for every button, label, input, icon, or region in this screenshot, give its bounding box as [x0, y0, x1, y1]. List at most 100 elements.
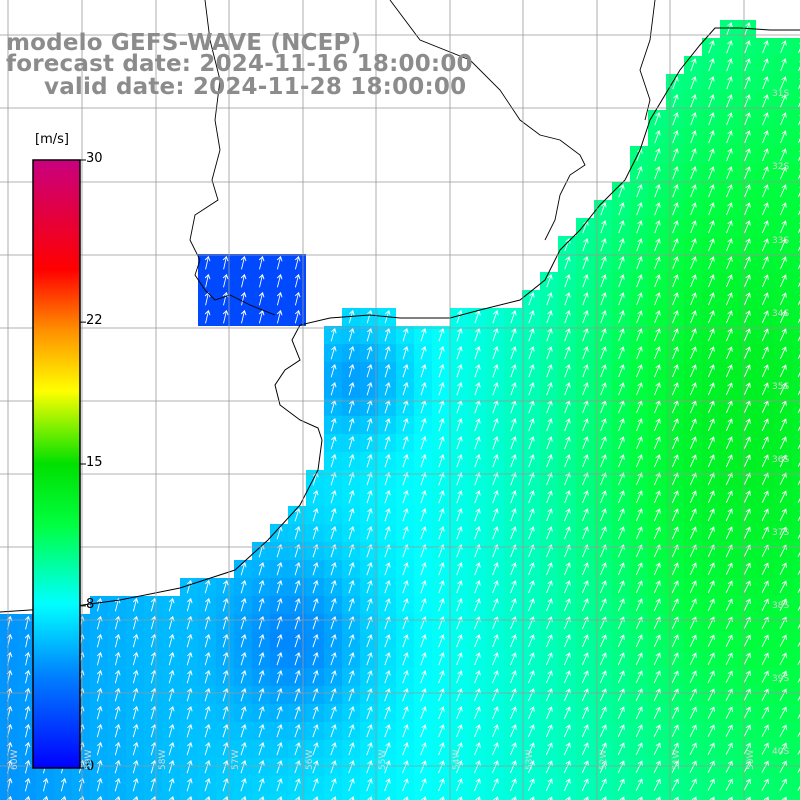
wind-arrow	[132, 651, 139, 666]
wind-arrow	[114, 633, 121, 648]
wind-arrow	[744, 112, 751, 126]
wind-arrow	[635, 652, 643, 666]
wind-arrow	[491, 778, 499, 792]
wind-arrow	[725, 670, 733, 684]
wind-arrow	[671, 472, 679, 486]
wind-arrow	[761, 688, 769, 701]
wind-arrow	[509, 778, 517, 792]
wind-arrow	[204, 579, 211, 594]
longitude-label: 54W	[452, 749, 462, 770]
wind-cell	[792, 344, 800, 362]
wind-cell	[540, 794, 558, 800]
wind-cell	[594, 794, 612, 800]
wind-arrow	[797, 709, 800, 719]
wind-arrow	[510, 598, 517, 612]
wind-cell	[486, 794, 504, 800]
wind-arrow	[635, 598, 643, 612]
wind-cell	[432, 794, 450, 800]
wind-cell	[144, 794, 162, 800]
wind-arrow	[743, 418, 751, 432]
wind-arrow	[294, 597, 301, 612]
wind-arrow	[743, 598, 751, 612]
wind-arrow	[312, 598, 319, 612]
wind-arrow	[527, 760, 535, 774]
wind-arrow	[672, 256, 679, 270]
wind-arrow	[744, 94, 751, 108]
wind-arrow	[798, 114, 800, 126]
wind-arrow	[330, 417, 337, 432]
wind-arrow	[654, 292, 661, 306]
wind-arrow	[510, 688, 517, 702]
wind-arrow	[582, 472, 589, 486]
wind-arrow	[258, 579, 265, 594]
wind-arrow	[779, 454, 787, 467]
wind-arrow	[743, 364, 751, 378]
wind-arrow	[528, 526, 535, 540]
longitude-label: 59W	[84, 749, 94, 770]
wind-arrow	[618, 292, 625, 306]
longitude-label: 56W	[305, 749, 315, 770]
wind-arrow	[168, 705, 175, 720]
wind-arrow	[797, 673, 800, 683]
wind-arrow	[420, 490, 427, 504]
wind-arrow	[690, 76, 697, 90]
wind-cell	[792, 380, 800, 398]
wind-arrow	[186, 705, 193, 720]
wind-arrow	[528, 328, 535, 342]
wind-cell	[720, 794, 738, 800]
wind-arrow	[348, 562, 355, 576]
wind-arrow	[582, 346, 589, 360]
wind-cell	[396, 794, 414, 800]
wind-arrow	[168, 633, 175, 648]
wind-arrow	[258, 255, 265, 270]
wind-arrow	[330, 688, 337, 702]
wind-arrow	[725, 472, 733, 486]
wind-arrow	[384, 634, 391, 648]
wind-arrow	[582, 292, 589, 306]
wind-arrow	[402, 526, 409, 540]
wind-arrow	[474, 760, 481, 774]
wind-arrow	[222, 579, 229, 594]
wind-arrow	[366, 363, 373, 378]
wind-arrow	[420, 418, 427, 432]
wind-arrow	[456, 328, 463, 342]
wind-arrow	[761, 472, 769, 486]
wind-cell	[792, 92, 800, 110]
wind-arrow	[563, 634, 571, 648]
wind-arrow	[671, 598, 679, 612]
wind-arrow	[420, 526, 427, 540]
wind-cell	[792, 470, 800, 488]
wind-arrow	[689, 778, 697, 792]
wind-arrow	[258, 742, 265, 756]
wind-arrow	[384, 454, 391, 468]
wind-arrow	[438, 418, 445, 432]
wind-arrow	[366, 345, 373, 360]
wind-arrow	[653, 580, 661, 594]
wind-arrow	[294, 670, 301, 684]
wind-arrow	[204, 723, 211, 738]
wind-arrow	[779, 634, 787, 647]
wind-arrow	[348, 417, 355, 432]
wind-arrow	[385, 796, 391, 800]
wind-arrow	[671, 760, 679, 774]
wind-arrow	[474, 508, 481, 522]
wind-arrow	[581, 562, 589, 576]
wind-arrow	[600, 238, 607, 252]
wind-arrow	[654, 364, 661, 378]
wind-arrow	[636, 310, 643, 324]
wind-arrow	[689, 364, 697, 378]
wind-arrow	[671, 418, 679, 432]
wind-arrow	[635, 634, 643, 648]
wind-arrow	[762, 40, 769, 54]
wind-arrow	[527, 688, 535, 702]
wind-arrow	[527, 724, 535, 738]
wind-arrow	[725, 580, 733, 594]
wind-arrow	[186, 651, 193, 666]
wind-arrow	[797, 168, 800, 180]
wind-arrow	[348, 760, 355, 774]
wind-arrow	[258, 561, 265, 576]
wind-arrow	[743, 256, 751, 270]
wind-arrow	[528, 472, 535, 486]
wind-arrow	[348, 670, 355, 684]
wind-arrow	[762, 130, 769, 144]
